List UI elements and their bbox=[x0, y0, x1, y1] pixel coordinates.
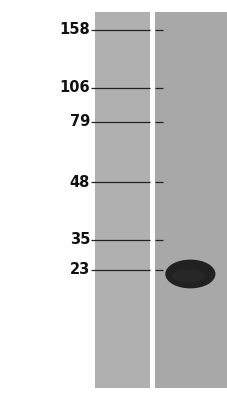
Bar bbox=[155, 12, 227, 388]
Text: 79: 79 bbox=[69, 114, 90, 130]
Ellipse shape bbox=[171, 270, 203, 282]
Ellipse shape bbox=[165, 260, 215, 288]
Bar bbox=[94, 12, 150, 388]
Text: 48: 48 bbox=[69, 174, 90, 190]
Text: 23: 23 bbox=[69, 262, 90, 278]
Text: 106: 106 bbox=[59, 80, 90, 96]
Text: 35: 35 bbox=[69, 232, 90, 248]
Text: 158: 158 bbox=[59, 22, 90, 38]
Bar bbox=[150, 12, 154, 388]
